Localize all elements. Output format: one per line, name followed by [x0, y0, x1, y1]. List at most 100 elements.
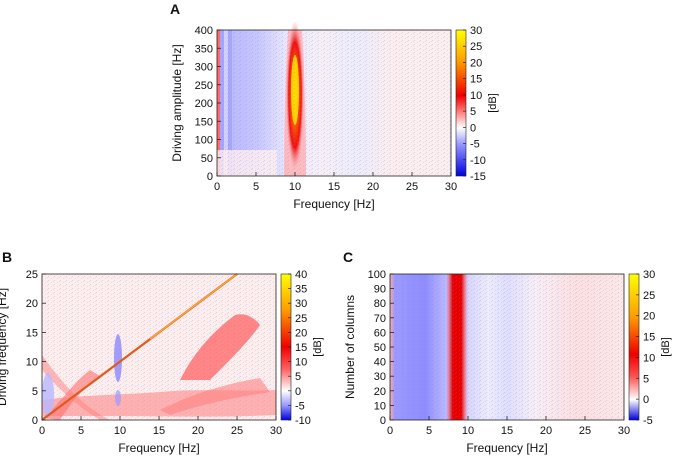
y-tick-label: 80	[374, 298, 386, 310]
colorbar-tick-label: 20	[470, 57, 482, 69]
colorbar-tick-label: 10	[295, 357, 307, 369]
y-tick-label: 10	[26, 357, 38, 369]
colorbar-ticks-a: -15 -10 -5 0 5 10 15 20 25 30	[463, 25, 486, 183]
x-tick-label: 15	[501, 425, 513, 437]
x-tick-label: 20	[540, 425, 552, 437]
y-tick-label: 250	[195, 80, 213, 92]
y-tick-label: 0	[380, 415, 386, 427]
x-tick-label: 20	[367, 181, 379, 193]
ticks-c: 0 5 10 15 20 25 30 0 10 20 30 40 50 60 70 80 90 100	[368, 269, 630, 437]
y-tick-label: 5	[32, 386, 38, 398]
x-tick-label: 20	[192, 425, 204, 437]
colorbar-unit-b: [dB]	[312, 337, 324, 357]
x-tick-label: 30	[618, 425, 630, 437]
colorbar-tick-label: -5	[295, 400, 305, 412]
panel-label-b: B	[2, 249, 12, 265]
colorbar-tick-label: 10	[470, 90, 482, 102]
colorbar-a	[455, 29, 467, 177]
colorbar-tick-label: 35	[295, 284, 307, 296]
y-axis-label-a: Driving amplitude [Hz]	[170, 44, 184, 161]
y-tick-label: 150	[195, 116, 213, 128]
colorbar-ticks-c: -5 0 5 10 15 20 25 30	[636, 269, 655, 427]
y-tick-label: 30	[374, 371, 386, 383]
x-tick-label: 10	[462, 425, 474, 437]
y-tick-label: 300	[195, 62, 213, 74]
y-tick-label: 0	[207, 171, 213, 183]
colorbar-tick-label: -10	[295, 415, 311, 427]
heatmap-c	[389, 273, 625, 421]
colorbar-c	[628, 273, 640, 421]
x-axis-label-c: Frequency [Hz]	[466, 441, 547, 455]
y-tick-label: 10	[374, 400, 386, 412]
x-tick-label: 5	[78, 425, 84, 437]
y-tick-label: 400	[195, 25, 213, 37]
y-tick-label: 90	[374, 284, 386, 296]
y-tick-label: 20	[374, 386, 386, 398]
colorbar-tick-label: 5	[295, 371, 301, 383]
y-tick-label: 50	[201, 153, 213, 165]
x-tick-label: 30	[445, 181, 457, 193]
colorbar-tick-label: 15	[470, 74, 482, 86]
colorbar-tick-label: 20	[295, 327, 307, 339]
y-tick-label: 40	[374, 357, 386, 369]
x-tick-label: 0	[214, 181, 220, 193]
x-tick-label: 5	[253, 181, 259, 193]
colorbar-unit-a: [dB]	[487, 93, 499, 113]
colorbar-tick-label: 0	[295, 386, 301, 398]
x-tick-label: 15	[328, 181, 340, 193]
y-tick-label: 60	[374, 327, 386, 339]
colorbar-unit-c: [dB]	[660, 337, 672, 357]
colorbar-tick-label: 30	[470, 25, 482, 37]
panel-label-c: C	[343, 249, 353, 265]
y-tick-label: 100	[368, 269, 386, 281]
colorbar-tick-label: 0	[470, 122, 476, 134]
y-tick-label: 200	[195, 98, 213, 110]
colorbar-tick-label: 15	[295, 342, 307, 354]
colorbar-tick-label: 40	[295, 269, 307, 281]
colorbar-tick-label: 20	[643, 311, 655, 323]
colorbar-tick-label: 10	[643, 352, 655, 364]
heatmap-b	[41, 273, 277, 421]
x-tick-label: 10	[289, 181, 301, 193]
panel-label-a: A	[170, 1, 180, 17]
y-tick-label: 350	[195, 43, 213, 55]
x-tick-label: 15	[153, 425, 165, 437]
x-tick-label: 5	[426, 425, 432, 437]
x-tick-label: 25	[231, 425, 243, 437]
y-tick-label: 100	[195, 135, 213, 147]
x-axis-label-a: Frequency [Hz]	[293, 197, 374, 211]
y-tick-label: 50	[374, 342, 386, 354]
colorbar-tick-label: -5	[470, 139, 480, 151]
y-tick-label: 0	[32, 415, 38, 427]
x-axis-label-b: Frequency [Hz]	[118, 441, 199, 455]
x-tick-label: 30	[270, 425, 282, 437]
colorbar-tick-label: 30	[295, 298, 307, 310]
heatmap-a	[216, 20, 452, 177]
y-axis-label-c: Number of columns	[343, 295, 357, 399]
colorbar-tick-label: 5	[643, 373, 649, 385]
colorbar-tick-label: 25	[643, 290, 655, 302]
y-tick-label: 20	[26, 298, 38, 310]
ticks-b: 0 5 10 15 20 25 30 0 5 10 15 20 25	[26, 269, 282, 437]
x-tick-label: 0	[39, 425, 45, 437]
colorbar-tick-label: 30	[643, 269, 655, 281]
colorbar-tick-label: 0	[643, 394, 649, 406]
colorbar-tick-label: 15	[643, 332, 655, 344]
y-axis-label-b: Driving frequency [Hz]	[0, 288, 9, 406]
y-tick-label: 70	[374, 313, 386, 325]
colorbar-tick-label: 25	[295, 313, 307, 325]
colorbar-tick-label: -10	[470, 155, 486, 167]
colorbar-ticks-b: -10 -5 0 5 10 15 20 25 30 35 40	[288, 269, 311, 427]
x-tick-label: 10	[114, 425, 126, 437]
colorbar-tick-label: 5	[470, 106, 476, 118]
colorbar-tick-label: -5	[643, 415, 653, 427]
x-tick-label: 25	[579, 425, 591, 437]
y-tick-label: 15	[26, 327, 38, 339]
colorbar-tick-label: 25	[470, 41, 482, 53]
x-tick-label: 0	[387, 425, 393, 437]
